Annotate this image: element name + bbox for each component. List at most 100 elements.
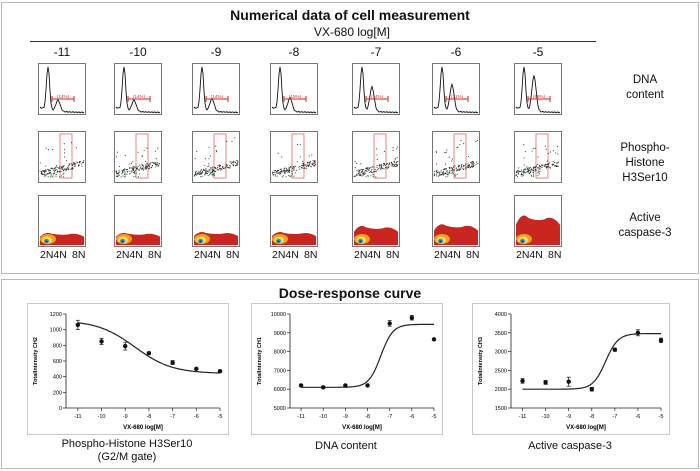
gate-percentage: (14%) (211, 94, 224, 99)
gate-percentage: (15%) (289, 94, 302, 99)
phh3-scatter-cell (192, 131, 240, 183)
phh3-scatter-cell-plot (352, 131, 400, 183)
x-tick-label: -9 (343, 414, 348, 420)
chart-box-phh3: 0 200 400 600 800 1000 1200 -11 -10 -9 -8 -7 -6 -5 VX-… (27, 303, 229, 435)
x-tick-label: -11 (297, 414, 305, 420)
concentration-label: -7 (370, 45, 382, 59)
x-tick-2n4n: 2N4N (272, 249, 299, 261)
data-point (343, 383, 348, 388)
x-tick-label: -8 (365, 414, 370, 420)
y-tick-label: 3500 (495, 331, 507, 337)
data-point (431, 337, 437, 342)
data-point (589, 387, 594, 392)
chart-caspase: 1500 2000 2500 3000 3500 4000 -11 -10 -9 -8 -7 -6 -5… (478, 312, 664, 431)
x-tick-label: -5 (432, 414, 437, 420)
dna-histogram-cell: (14%) (38, 63, 86, 115)
x-tick-label: -6 (194, 414, 199, 420)
y-tick-label: 1000 (50, 328, 62, 334)
data-point (520, 378, 525, 384)
x-tick-2n4n: 2N4N (116, 249, 143, 261)
concentration-rule (30, 41, 596, 42)
caspase-density-cell (432, 195, 480, 247)
x-tick-8n: 8N (72, 249, 86, 261)
x-tick-2n4n: 2N4N (516, 249, 543, 261)
x-tick-8n: 8N (304, 249, 318, 261)
phh3-scatter-cell-plot (270, 131, 318, 183)
phh3-scatter-cell-plot (514, 131, 562, 183)
dna-histogram-cell: (68%) (514, 63, 562, 115)
y-tick-label: 7000 (274, 368, 286, 374)
phh3-scatter-cell (432, 131, 480, 183)
row-label-dna-l1: DNA (632, 74, 658, 86)
x-tick-2n4n: 2N4N (40, 249, 67, 261)
row-label-phh3-l1: Phospho- (620, 142, 670, 154)
x-tick-label: -10 (319, 414, 327, 420)
dna-histogram-cell-plot: (14%) (38, 63, 86, 115)
phh3-scatter-cell (114, 131, 162, 183)
caption-caspase: Active caspase-3 (528, 440, 612, 452)
caspase-density-cell (114, 195, 162, 247)
gate-percentage: (14%) (57, 94, 70, 99)
caspase-density-cell-plot (432, 195, 480, 247)
data-point (543, 380, 548, 385)
row-label-caspase: Active caspase-3 (600, 211, 690, 241)
y-tick-label: 600 (53, 359, 62, 365)
y-tick-label: 4000 (495, 312, 507, 318)
row-label-phh3-l3: H3Ser10 (622, 172, 668, 184)
data-point (298, 383, 304, 388)
x-tick-label: -7 (170, 414, 175, 420)
y-axis-label: TotalIntensity CH2 (33, 337, 39, 385)
caspase-density-cell (38, 195, 86, 247)
y-tick-label: 6000 (274, 387, 286, 393)
y-axis-label: TotalIntensity CH1 (257, 337, 263, 385)
caspase-density-cell (514, 195, 562, 247)
x-tick-8n: 8N (466, 249, 480, 261)
phh3-scatter-cell (352, 131, 400, 183)
x-tick-label: -9 (123, 414, 128, 420)
x-tick-2n4n: 2N4N (354, 249, 381, 261)
data-point (612, 347, 618, 352)
x-tick-8n: 8N (548, 249, 562, 261)
phh3-scatter-cell-plot (432, 131, 480, 183)
data-point (99, 339, 104, 344)
dna-histogram-cell: (15%) (270, 63, 318, 115)
data-point (635, 330, 641, 335)
data-point (321, 385, 326, 390)
x-tick-label: -11 (519, 414, 527, 420)
x-tick-label: -9 (566, 414, 571, 420)
gate-percentage: (14%) (133, 94, 146, 99)
caspase-density-cell (352, 195, 400, 247)
caspase-density-cell (270, 195, 318, 247)
fit-curve (301, 323, 435, 388)
x-tick-label: -11 (74, 414, 82, 420)
y-tick-label: 200 (53, 390, 62, 396)
dna-histogram-cell-plot: (31%) (432, 63, 480, 115)
concentration-label: -9 (210, 45, 222, 59)
chart-phh3: 0 200 400 600 800 1000 1200 -11 -10 -9 -8 -7 -6 -5 VX-… (33, 312, 222, 431)
x-tick-label: -6 (409, 414, 414, 420)
x-tick-8n: 8N (148, 249, 162, 261)
x-tick-2n4n: 2N4N (194, 249, 221, 261)
caspase-density-cell-plot (352, 195, 400, 247)
y-tick-label: 1500 (495, 406, 507, 412)
dna-histogram-cell: (34%) (352, 63, 400, 115)
gate-percentage: (68%) (533, 94, 546, 99)
data-point (658, 338, 664, 343)
x-tick-label: -10 (98, 414, 106, 420)
x-tick-label: -5 (659, 414, 664, 420)
x-tick-8n: 8N (386, 249, 400, 261)
data-point (123, 343, 128, 349)
data-point (365, 383, 370, 388)
phh3-scatter-cell-plot (192, 131, 240, 183)
concentration-label: -5 (532, 45, 544, 59)
caspase-density-cell-plot (38, 195, 86, 247)
x-tick-label: -6 (635, 414, 640, 420)
x-tick-label: -7 (387, 414, 392, 420)
bottom-title: Dose-response curve (278, 285, 422, 301)
caption-phh3-l1: Phospho-Histone H3Ser10 (61, 438, 193, 450)
data-point (409, 315, 415, 320)
caption-phh3: Phospho-Histone H3Ser10 (G2/M gate) (27, 438, 227, 464)
x-tick-label: -8 (589, 414, 594, 420)
dna-histogram-cell-plot: (34%) (352, 63, 400, 115)
x-axis-label: VX-680 log[M] (566, 425, 606, 431)
